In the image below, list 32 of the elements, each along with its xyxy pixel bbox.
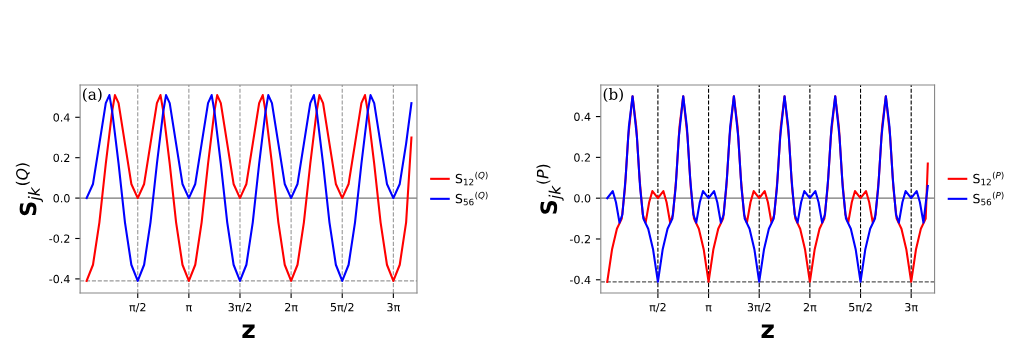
x-axis-title: z: [761, 324, 774, 339]
y-tick-label: -0.2: [49, 234, 70, 243]
y-tick-label: -0.4: [569, 275, 591, 285]
y-tick-label: 0.4: [574, 112, 591, 121]
y-tick-label: -0.2: [569, 234, 590, 244]
x-tick-label: π/2: [649, 302, 666, 313]
y-tick-label: 0.2: [574, 153, 590, 162]
x-tick-label: 3π/2: [747, 302, 771, 313]
x-tick-label: π: [185, 305, 192, 312]
x-tick-label: π: [705, 305, 712, 312]
x-tick-label: 5π/2: [330, 302, 354, 313]
legend-label: S$_{56}$$^{(P)}$: [973, 191, 1004, 206]
y-tick-label: 0.4: [53, 113, 70, 122]
y-tick-label: 0.0: [53, 194, 70, 203]
x-tick-label: π/2: [129, 302, 146, 313]
annotation: (a): [83, 88, 102, 103]
x-tick-label: 2π: [285, 302, 298, 312]
legend-label: S$_{12}$$^{(Q)}$: [455, 171, 488, 186]
legend-label: S$_{56}$$^{(Q)}$: [455, 191, 488, 206]
x-axis-title: z: [242, 324, 255, 339]
y-axis-title: S$_{jk}$$^{(Q)}$: [15, 163, 44, 216]
x-tick-label: 3π/2: [228, 302, 252, 313]
y-tick-label: 0.2: [53, 153, 70, 163]
annotation: (b): [603, 88, 623, 103]
legend-label: S$_{12}$$^{(P)}$: [973, 171, 1004, 186]
x-tick-label: 2π: [803, 302, 817, 312]
x-tick-label: 3π: [387, 302, 400, 312]
y-tick-label: 0.0: [574, 194, 591, 203]
x-tick-label: 5π/2: [849, 302, 872, 313]
y-tick-label: -0.4: [49, 274, 70, 284]
x-tick-label: 3π: [905, 302, 918, 312]
y-axis-title: S$_{jk}$$^{(P)}$: [536, 164, 564, 214]
